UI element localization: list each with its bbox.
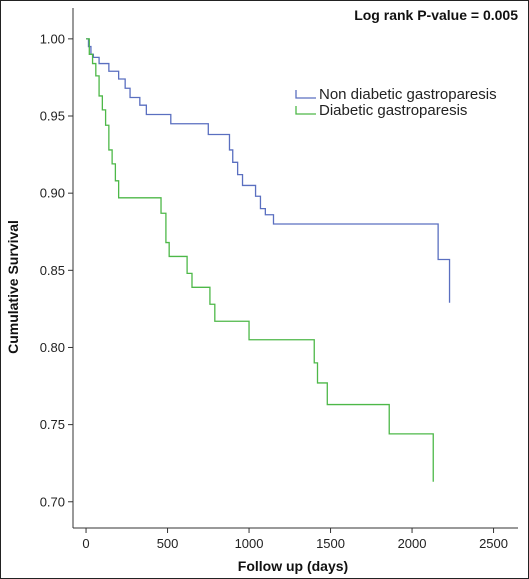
y-tick-label-3: 0.85 [40, 263, 65, 278]
legend-marker-1 [295, 106, 316, 115]
y-tick-label-4: 0.90 [40, 186, 65, 201]
y-axis-title: Cumulative Survival [5, 220, 21, 354]
x-tick-label-4: 2000 [398, 536, 427, 551]
axes [72, 8, 518, 529]
ticks: 0 500 1000 1500 2000 2500 0.70 0.75 0.80 0.85 0.90… [40, 31, 508, 551]
x-tick-label-0: 0 [82, 536, 89, 551]
x-tick-label-3: 1500 [316, 536, 345, 551]
series-line-0 [86, 38, 451, 303]
y-tick-label-1: 0.75 [40, 417, 65, 432]
legend-marker-0 [295, 90, 316, 99]
x-tick-label-1: 500 [157, 536, 179, 551]
y-tick-label-5: 0.95 [40, 109, 65, 124]
y-tick-label-6: 1.00 [40, 31, 65, 46]
log-rank-annotation: Log rank P-value = 0.005 [354, 7, 518, 23]
series [86, 38, 451, 482]
x-axis-title: Follow up (days) [238, 558, 348, 574]
legend-label-0: Non diabetic gastroparesis [319, 86, 497, 103]
x-tick-label-5: 2500 [479, 536, 508, 551]
series-line-1 [86, 38, 434, 482]
x-tick-label-2: 1000 [235, 536, 264, 551]
y-tick-label-0: 0.70 [40, 494, 65, 509]
legend-label-1: Diabetic gastroparesis [319, 102, 467, 119]
y-tick-label-2: 0.80 [40, 340, 65, 355]
